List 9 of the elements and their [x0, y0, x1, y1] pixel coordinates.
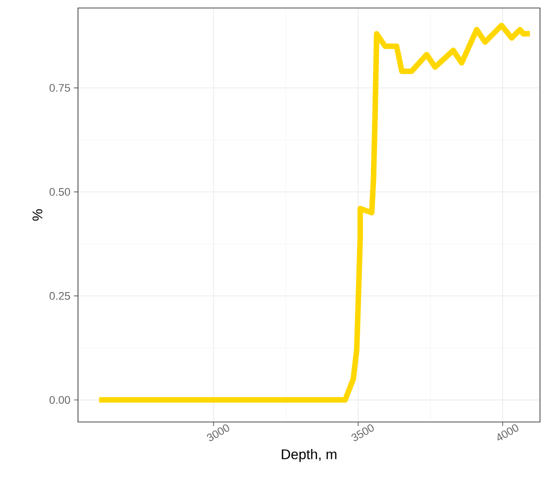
- y-tick-label: 0.75: [50, 84, 70, 92]
- x-axis-title: Depth, m: [282, 449, 336, 462]
- y-tick-label: 0.50: [50, 188, 70, 196]
- x-tick-label: 3500: [351, 424, 374, 442]
- y-tick-label: 0.00: [50, 396, 70, 404]
- y-tick-label: 0.25: [50, 292, 70, 300]
- y-axis-title: %: [32, 209, 42, 221]
- x-tick-label: 4000: [498, 424, 518, 440]
- x-tick-label: 3000: [206, 424, 230, 442]
